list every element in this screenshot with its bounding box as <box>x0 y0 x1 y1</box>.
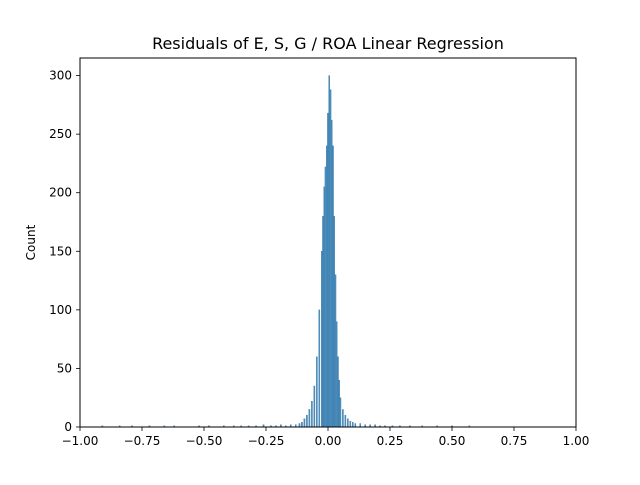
y-tick-label: 50 <box>57 361 72 375</box>
x-tick-label: 0.50 <box>439 434 466 448</box>
histogram-bar <box>327 112 329 428</box>
histogram-bar <box>306 415 308 428</box>
histogram-bar <box>338 379 340 428</box>
y-tick-label: 150 <box>49 244 72 258</box>
histogram-bar <box>349 420 352 428</box>
x-tick-label: 0.25 <box>377 434 404 448</box>
histogram-bar <box>335 321 338 428</box>
histogram-bar <box>308 409 311 428</box>
histogram-bar <box>359 423 362 428</box>
x-axis-ticks: −1.00 −0.75 −0.50 −0.25 0.00 0.25 0.50 0.75 1.00 <box>62 427 590 448</box>
x-tick-label: −0.50 <box>186 434 223 448</box>
histogram-bar <box>339 397 342 428</box>
y-axis-ticks: 0 50 100 150 200 250 300 <box>49 69 80 434</box>
y-tick-label: 0 <box>64 420 72 434</box>
y-tick-label: 250 <box>49 127 72 141</box>
chart-title: Residuals of E, S, G / ROA Linear Regres… <box>152 34 504 53</box>
histogram-bar <box>332 145 334 428</box>
histogram-bar <box>342 409 344 428</box>
histogram-bar <box>324 166 327 428</box>
x-tick-label: 1.00 <box>563 434 590 448</box>
histogram-bar <box>334 274 337 428</box>
histogram-bar <box>316 356 318 428</box>
histogram-bar <box>354 423 357 428</box>
x-tick-label: −0.75 <box>124 434 161 448</box>
y-tick-label: 300 <box>49 69 72 83</box>
y-axis-label: Count <box>24 224 38 260</box>
histogram-bar <box>298 423 301 428</box>
y-tick-label: 200 <box>49 186 72 200</box>
histogram-bar <box>325 145 328 428</box>
histogram-bar <box>352 422 354 428</box>
histogram-bar <box>347 418 349 428</box>
histogram-bar <box>333 215 335 428</box>
histogram-bar <box>330 119 333 428</box>
histogram-bar <box>318 309 321 428</box>
histogram-bars <box>101 75 471 428</box>
y-tick-label: 100 <box>49 303 72 317</box>
histogram-bar <box>323 186 326 428</box>
histogram-bar <box>328 75 331 428</box>
histogram-bar <box>313 385 316 428</box>
histogram-bar <box>322 215 324 428</box>
x-tick-label: −1.00 <box>62 434 99 448</box>
histogram-bar <box>337 356 339 428</box>
histogram-bar <box>344 415 347 428</box>
histogram-bar <box>311 401 313 428</box>
histogram-bar <box>321 251 323 428</box>
histogram-bar <box>301 422 303 428</box>
histogram-bar <box>329 89 332 428</box>
x-tick-label: 0.00 <box>315 434 342 448</box>
x-tick-label: −0.25 <box>248 434 285 448</box>
x-tick-label: 0.75 <box>501 434 528 448</box>
histogram-bar <box>303 418 306 428</box>
